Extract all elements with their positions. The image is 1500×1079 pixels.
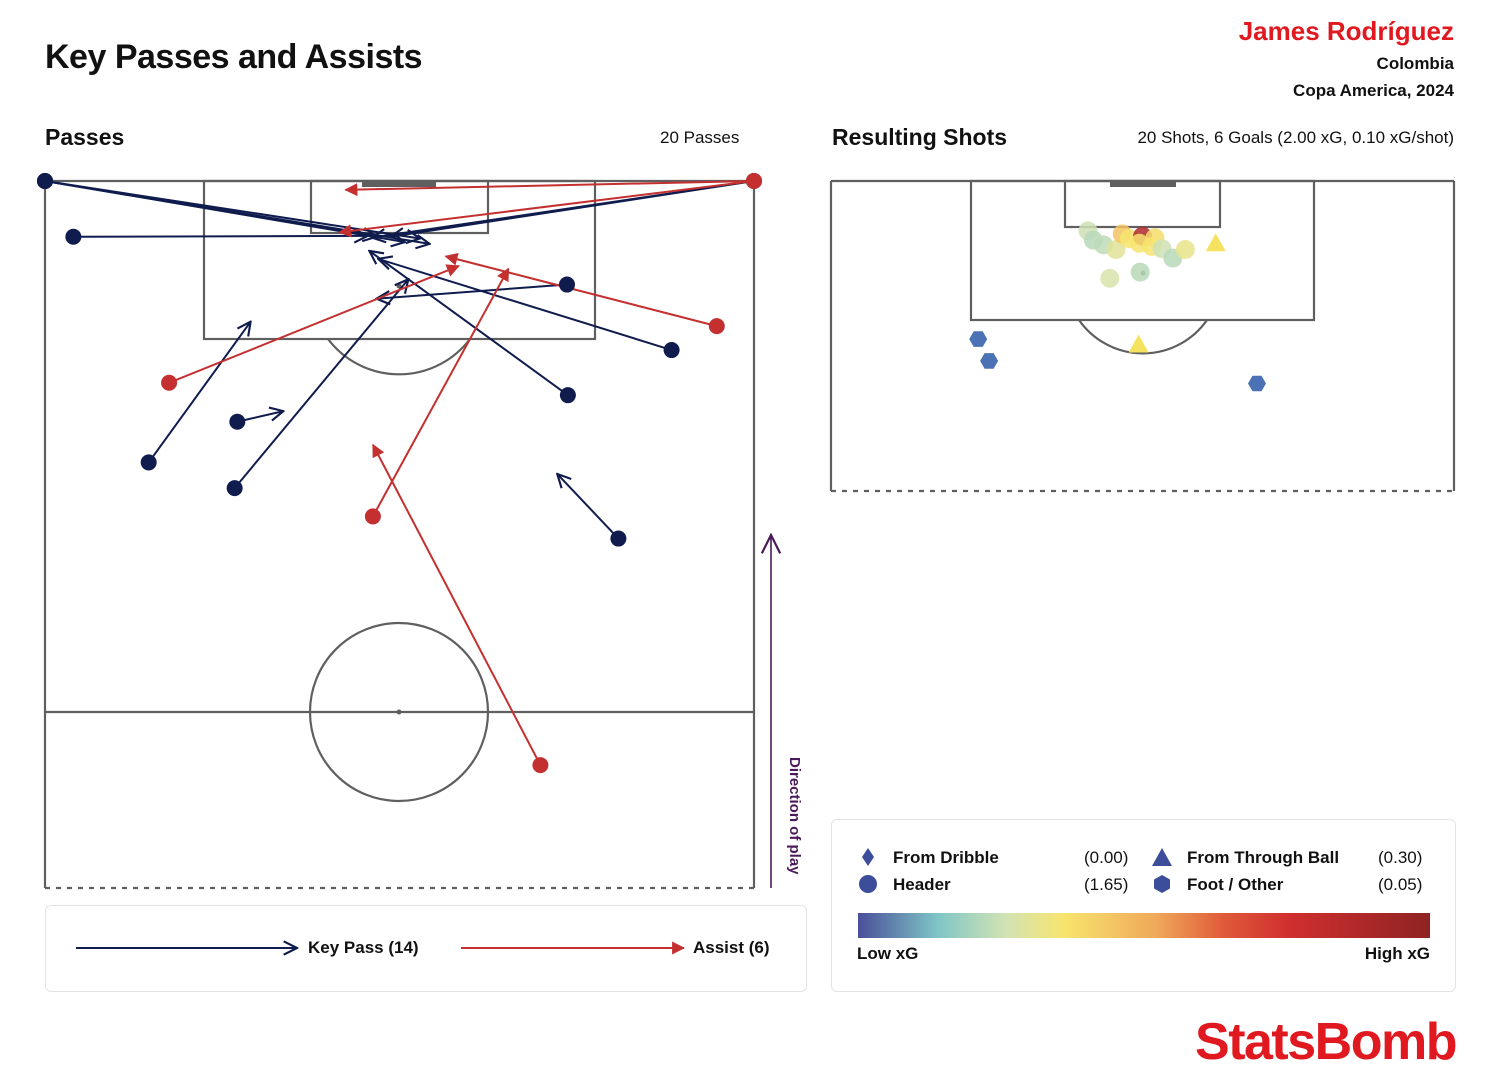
shot-goal-mouth xyxy=(1110,181,1176,187)
centre-circle xyxy=(308,621,490,803)
shot-marker-19 xyxy=(1248,375,1266,392)
direction-of-play-label: Direction of play xyxy=(786,757,803,875)
key-pass-origin-1 xyxy=(65,228,82,245)
shot-legend: From Dribble (0.00) Header (1.65) From T… xyxy=(831,819,1456,992)
shot-marker-15 xyxy=(1205,233,1226,252)
key-pass-arrow-1 xyxy=(73,236,367,237)
foot-other-value: (0.05) xyxy=(1378,875,1423,894)
shots-summary: 20 Shots, 6 Goals (2.00 xG, 0.10 xG/shot… xyxy=(1137,128,1454,147)
key-pass-arrow-12 xyxy=(557,474,620,540)
pass-legend: Key Pass (14) Assist (6) xyxy=(45,905,807,992)
key-pass-arrow-13 xyxy=(44,180,430,244)
pass-layer xyxy=(37,173,762,774)
key-pass-arrow-7 xyxy=(369,251,569,396)
header-value: (1.65) xyxy=(1084,875,1129,894)
triangle-icon xyxy=(1152,848,1172,866)
xg-colour-scale xyxy=(858,913,1430,938)
statsbomb-logo: StatsBomb xyxy=(1195,1013,1457,1071)
from-dribble-label: From Dribble xyxy=(893,848,999,867)
shot-marker-14 xyxy=(1129,233,1149,253)
header-label: Header xyxy=(893,875,951,894)
team-name: Colombia xyxy=(1376,54,1454,73)
penalty-box xyxy=(202,179,597,341)
key-pass-arrow-10 xyxy=(376,283,568,299)
key-pass-origin-11 xyxy=(229,413,246,430)
foot-other-label: Foot / Other xyxy=(1187,875,1284,894)
assist-arrow-18 xyxy=(372,443,542,766)
assist-arrow-19 xyxy=(344,180,755,197)
shot-marker-3 xyxy=(1106,240,1126,260)
assist-origin-18 xyxy=(532,757,549,774)
through-ball-value: (0.30) xyxy=(1378,848,1423,867)
shot-legend-icons xyxy=(858,848,1430,938)
key-pass-legend-label: Key Pass (14) xyxy=(308,938,419,957)
pass-legend-icons xyxy=(76,906,686,991)
assist-arrow-15 xyxy=(168,264,460,384)
assist-arrow-16 xyxy=(444,252,718,328)
high-xg-label: High xG xyxy=(1364,944,1430,963)
key-pass-arrow-5 xyxy=(391,180,755,237)
key-pass-arrow-6 xyxy=(378,259,672,351)
shot-marker-16 xyxy=(1128,334,1149,353)
key-pass-origin-12 xyxy=(610,530,627,547)
from-dribble-value: (0.00) xyxy=(1084,848,1129,867)
penalty-arc xyxy=(327,338,471,376)
diamond-icon xyxy=(862,848,874,866)
centre-spot xyxy=(396,709,402,715)
key-pass-origin-7 xyxy=(559,387,576,404)
assist-origin-17 xyxy=(364,508,381,525)
shot-marker-18 xyxy=(980,353,999,369)
key-pass-origin-6 xyxy=(663,342,680,359)
passes-title: Passes xyxy=(45,124,125,150)
key-pass-origin-9 xyxy=(226,480,243,497)
assist-arrow-17 xyxy=(372,267,510,517)
assist-origin-19 xyxy=(746,173,762,189)
shot-layer xyxy=(969,221,1266,392)
key-pass-origin-8 xyxy=(140,454,157,471)
key-pass-origin-10 xyxy=(559,276,576,293)
key-pass-origin-13 xyxy=(37,173,53,189)
page-title: Key Passes and Assists xyxy=(45,38,423,76)
low-xg-label: Low xG xyxy=(857,944,919,963)
hexagon-icon xyxy=(1154,875,1170,893)
shot-marker-12 xyxy=(1100,268,1120,288)
player-name: James Rodríguez xyxy=(1238,16,1454,46)
key-pass-arrow-9 xyxy=(233,279,409,489)
circle-icon xyxy=(859,875,877,893)
through-ball-label: From Through Ball xyxy=(1187,848,1340,867)
shot-marker-11 xyxy=(1175,240,1195,260)
assist-origin-15 xyxy=(161,374,178,391)
assist-origin-16 xyxy=(708,318,725,335)
shot-marker-17 xyxy=(969,331,988,347)
competition-name: Copa America, 2024 xyxy=(1293,81,1454,100)
shots-title: Resulting Shots xyxy=(832,124,1008,150)
shot-marker-13 xyxy=(1130,262,1150,282)
passes-count: 20 Passes xyxy=(660,128,740,147)
assist-arrow-14 xyxy=(338,180,755,238)
assist-legend-label: Assist (6) xyxy=(693,938,770,957)
key-pass-arrow-8 xyxy=(147,322,251,464)
goal-mouth xyxy=(362,181,436,187)
